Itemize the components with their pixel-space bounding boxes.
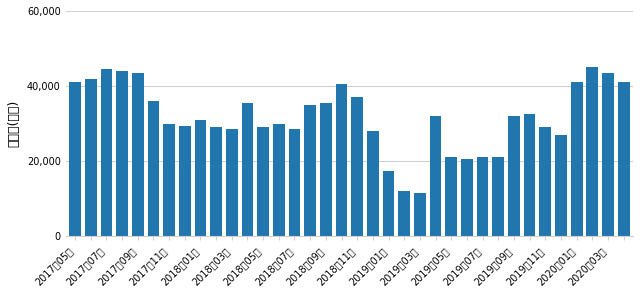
Bar <box>383 171 394 236</box>
Bar <box>398 191 410 236</box>
Bar <box>524 114 536 236</box>
Bar <box>210 127 222 236</box>
Bar <box>618 82 630 236</box>
Bar <box>132 73 143 236</box>
Bar <box>351 97 363 236</box>
Bar <box>69 82 81 236</box>
Bar <box>179 126 191 236</box>
Bar <box>367 131 379 236</box>
Bar <box>226 129 237 236</box>
Bar <box>163 124 175 236</box>
Bar <box>85 78 97 236</box>
Bar <box>100 69 112 236</box>
Bar <box>241 103 253 236</box>
Bar <box>445 158 457 236</box>
Bar <box>508 116 520 236</box>
Bar <box>429 116 442 236</box>
Bar <box>414 193 426 236</box>
Bar <box>257 127 269 236</box>
Y-axis label: 거래량(건수): 거래량(건수) <box>7 100 20 147</box>
Bar <box>571 82 582 236</box>
Bar <box>320 103 332 236</box>
Bar <box>555 135 567 236</box>
Bar <box>602 73 614 236</box>
Bar <box>335 84 348 236</box>
Bar <box>273 124 285 236</box>
Bar <box>116 71 128 236</box>
Bar <box>586 67 598 236</box>
Bar <box>304 105 316 236</box>
Bar <box>461 159 473 236</box>
Bar <box>540 127 551 236</box>
Bar <box>492 158 504 236</box>
Bar <box>148 101 159 236</box>
Bar <box>477 158 488 236</box>
Bar <box>289 129 300 236</box>
Bar <box>195 120 206 236</box>
